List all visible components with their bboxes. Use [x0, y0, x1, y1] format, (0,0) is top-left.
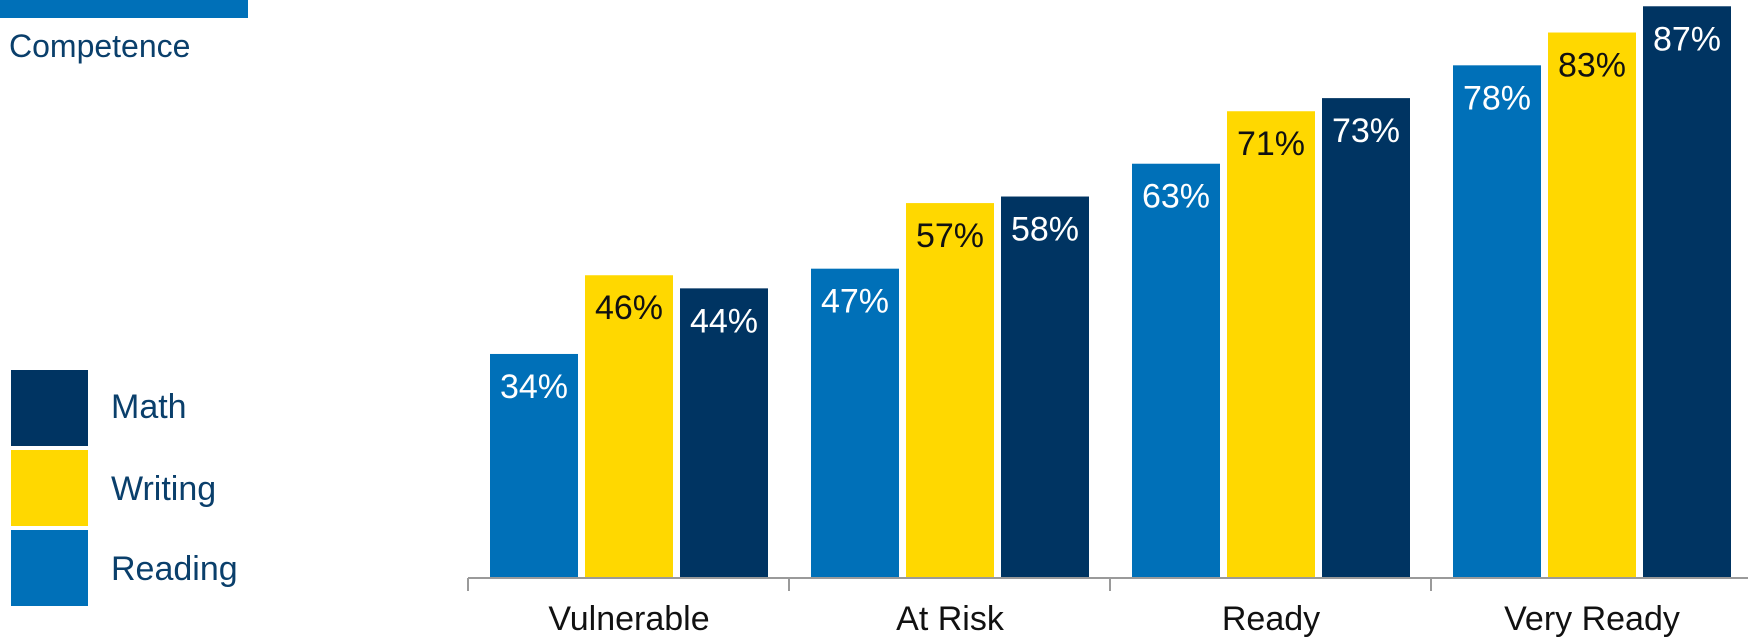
- bar-reading: [1132, 163, 1220, 577]
- legend-label-writing: Writing: [111, 470, 217, 508]
- header-accent-bar: [0, 0, 248, 18]
- bar-reading: [1453, 65, 1541, 577]
- bar-writing: [1548, 32, 1636, 577]
- legend-swatch-math: [11, 370, 88, 446]
- data-label-reading: 34%: [500, 368, 568, 406]
- data-label-writing: 83%: [1558, 47, 1626, 85]
- legend-swatch-writing: [11, 450, 88, 526]
- data-label-math: 87%: [1653, 20, 1721, 58]
- x-tick-label: Very Ready: [1504, 600, 1680, 638]
- bar-writing: [906, 203, 994, 577]
- data-label-writing: 46%: [595, 289, 663, 327]
- bar-math: [1001, 196, 1089, 577]
- bar-math: [1322, 98, 1410, 578]
- legend-label-reading: Reading: [111, 550, 238, 588]
- data-label-reading: 78%: [1463, 79, 1531, 117]
- x-tick-label: Vulnerable: [548, 600, 709, 638]
- data-label-reading: 63%: [1142, 178, 1210, 216]
- bar-math: [680, 288, 768, 577]
- data-label-math: 58%: [1011, 211, 1079, 249]
- x-tick-label: At Risk: [896, 600, 1005, 638]
- data-label-reading: 47%: [821, 283, 889, 321]
- page-title: Competence: [9, 28, 191, 64]
- bar-reading: [490, 353, 578, 577]
- x-tick-label: Ready: [1222, 600, 1320, 638]
- legend-label-math: Math: [111, 388, 187, 426]
- bar-writing: [585, 275, 673, 577]
- data-label-math: 73%: [1332, 112, 1400, 150]
- data-label-math: 44%: [690, 302, 758, 340]
- bar-writing: [1227, 111, 1315, 578]
- bar-reading: [811, 268, 899, 577]
- bar-math: [1643, 6, 1731, 577]
- legend-swatch-reading: [11, 530, 88, 606]
- data-label-writing: 57%: [916, 217, 984, 255]
- data-label-writing: 71%: [1237, 125, 1305, 163]
